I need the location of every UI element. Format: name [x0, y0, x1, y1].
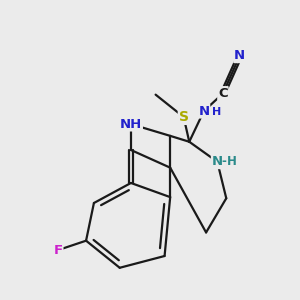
Text: -: -: [222, 155, 226, 168]
Text: F: F: [53, 244, 63, 256]
Text: H: H: [212, 107, 221, 117]
Text: C: C: [218, 87, 228, 100]
Text: N: N: [212, 155, 223, 168]
Text: N: N: [198, 105, 209, 118]
Text: NH: NH: [120, 118, 142, 130]
Text: H: H: [227, 155, 237, 168]
Text: S: S: [179, 110, 189, 124]
Text: N: N: [234, 49, 245, 62]
